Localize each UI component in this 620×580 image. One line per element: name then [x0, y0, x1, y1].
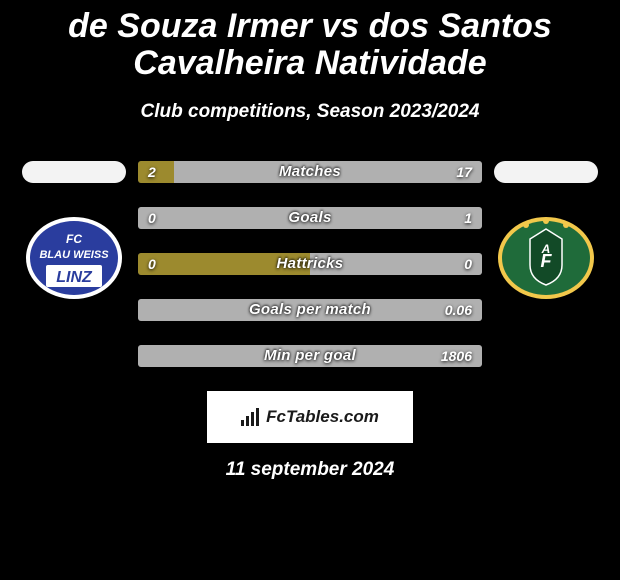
stat-value-right: 0.06	[445, 299, 472, 321]
brand-text: FcTables.com	[266, 407, 379, 427]
stat-bar: Matches2 17	[138, 161, 482, 183]
footer-date: 11 september 2024	[0, 459, 620, 481]
stat-value-left: 0	[148, 253, 156, 275]
left-club-logo: FC BLAU WEISS LINZ	[24, 215, 124, 301]
stat-bar: Min per goal1806	[138, 345, 482, 367]
stat-label: Goals per match	[138, 299, 482, 321]
svg-text:LINZ: LINZ	[56, 269, 93, 286]
stat-bar: Goals per match0.06	[138, 299, 482, 321]
stat-value-left: 2	[148, 161, 156, 183]
brand-box: FcTables.com	[207, 391, 413, 443]
page-title: de Souza Irmer vs dos Santos Cavalheira …	[0, 0, 620, 83]
stat-bar: Goals0 1	[138, 207, 482, 229]
stat-value-right: 1806	[441, 345, 472, 367]
comparison-row: FC BLAU WEISS LINZ Matches217Goals01Hatt…	[0, 161, 620, 367]
blau-weiss-linz-icon: FC BLAU WEISS LINZ	[24, 215, 124, 301]
subtitle: Club competitions, Season 2023/2024	[0, 101, 620, 123]
chapecoense-icon: A F	[496, 215, 596, 301]
left-player-name-pill	[22, 161, 126, 183]
stat-label: Hattricks	[138, 253, 482, 275]
right-player-name-pill	[494, 161, 598, 183]
stat-value-right: 1	[464, 207, 472, 229]
stat-value-right: 17	[456, 161, 472, 183]
svg-text:FC: FC	[66, 232, 82, 246]
stat-label: Goals	[138, 207, 482, 229]
stat-value-left: 0	[148, 207, 156, 229]
left-player-col: FC BLAU WEISS LINZ	[14, 161, 134, 301]
stat-value-right: 0	[464, 253, 472, 275]
stat-label: Min per goal	[138, 345, 482, 367]
right-club-logo: A F	[496, 215, 596, 301]
stat-label: Matches	[138, 161, 482, 183]
svg-text:BLAU WEISS: BLAU WEISS	[39, 249, 109, 261]
stat-bar: Hattricks0 0	[138, 253, 482, 275]
right-player-col: A F	[486, 161, 606, 301]
bar-chart-icon	[241, 408, 259, 426]
stats-bars: Matches217Goals01Hattricks00Goals per ma…	[134, 161, 486, 367]
svg-text:F: F	[541, 251, 553, 271]
